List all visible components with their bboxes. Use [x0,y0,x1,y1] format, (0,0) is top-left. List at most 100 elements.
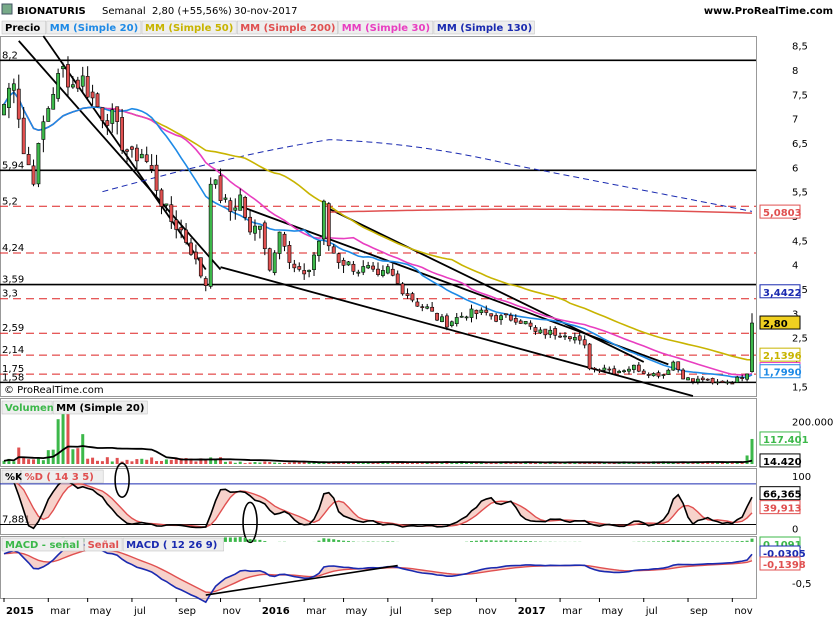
site-label: www.ProRealTime.com [704,6,833,17]
price-legend-box[interactable] [338,20,434,35]
level-label: 2,14 [2,345,24,356]
header-icon[interactable] [1,3,13,15]
macd-hist-bar [716,541,720,542]
candle-body [671,361,676,371]
candle-body [558,335,562,338]
volume-bar [558,462,562,464]
volume-bar [410,462,414,464]
macd-hist-bar [720,541,724,542]
candle-body [504,313,508,316]
macd-hist-bar [686,540,690,542]
volume-bar [204,460,208,464]
candle-body [444,315,449,328]
candle-body [528,322,533,327]
x-tick-label: sep [690,606,708,617]
stoch-legend-box[interactable] [21,469,104,484]
x-tick-label: jul [645,606,658,617]
macd-hist-bar [657,541,660,542]
trend-line [239,205,669,366]
candle-body [272,252,277,274]
candle-body [469,308,474,318]
macd-hist-bar [337,540,341,542]
candle-body [213,179,218,185]
volume-legend-label: MM (Simple 20) [56,403,144,414]
volume-bar [12,461,16,464]
candle-body [317,240,321,256]
macd-legend-box[interactable] [122,537,224,552]
candle-body [435,312,439,321]
candle-body [563,335,567,338]
volume-bar [32,459,36,464]
header: BIONATURIS Semanal 2,80 (+55,56%) 30-nov… [1,3,833,17]
volume-bar [297,461,301,464]
volume-bar [273,462,277,464]
candle-body [381,270,385,276]
price-tick-label: 7 [792,115,798,126]
candle-body [735,376,740,383]
volume-bar [91,457,95,464]
price-tick-label: 1,5 [792,382,808,393]
volume-legend-box[interactable] [52,400,148,415]
x-tick-label: may [601,606,623,617]
candle-body [395,273,400,284]
volume-bar [465,462,469,464]
volume-legend-label: Volumen [5,403,54,414]
volume-bar [671,462,675,464]
level-label: 1,58 [2,372,24,383]
macd-fill [4,544,752,603]
candle-body [169,204,174,222]
price-legend-label: MM (Simple 200) [240,23,335,34]
candle-body [656,372,661,377]
price-legend-box[interactable] [46,20,142,35]
macd-hist-bar [524,540,528,542]
volume-tag-box [759,453,801,468]
candle-body [691,378,695,382]
ma-line-20 [3,90,753,379]
candle-body [267,248,272,271]
candle-body [257,225,262,230]
x-tick-label: 2016 [262,606,290,617]
price-legend-box[interactable] [236,20,338,35]
volume-bar [647,462,651,464]
stoch-tag-box [759,486,801,501]
volume-bar [470,462,473,464]
price-tick-label: 5,5 [792,188,808,199]
candle-body [454,317,459,325]
price-legend-box[interactable] [1,20,47,35]
volume-bar [214,458,218,464]
macd-hist-bar [258,539,262,542]
macd-hist-bar [745,540,749,542]
price-legend-label: MM (Simple 30) [342,23,430,34]
volume-bar [494,462,498,464]
candle-body [430,306,435,312]
volume-legend-box[interactable] [1,400,53,415]
candle-body [631,364,636,370]
macd-hist-bar [332,539,336,542]
level-label: 3,59 [2,275,24,286]
volume-bar [233,462,237,464]
candle-body [400,283,405,295]
macd-hist-bar [228,537,232,542]
candle-body [243,196,248,218]
price-legend-box[interactable] [433,20,535,35]
volume-bar [100,461,104,464]
volume-bar [223,461,227,464]
price-tick-label: 6,5 [792,139,808,150]
macd-hist-bar [661,541,665,542]
stoch-legend-box[interactable] [1,469,21,484]
volume-bar [425,462,429,464]
x-tick-label: nov [734,606,752,617]
macd-hist-bar [691,541,695,542]
macd-legend-box[interactable] [84,537,123,552]
volume-bar [307,461,311,464]
macd-legend-box[interactable] [1,537,84,552]
candle-body [95,93,100,108]
price-legend-box[interactable] [141,20,237,35]
macd-trend-line [205,564,398,596]
volume-bar [386,462,390,464]
volume-bar [115,457,119,464]
candle-body [587,343,592,370]
candle-body [292,263,297,269]
volume-bar [632,462,636,464]
volume-bar [179,458,183,464]
